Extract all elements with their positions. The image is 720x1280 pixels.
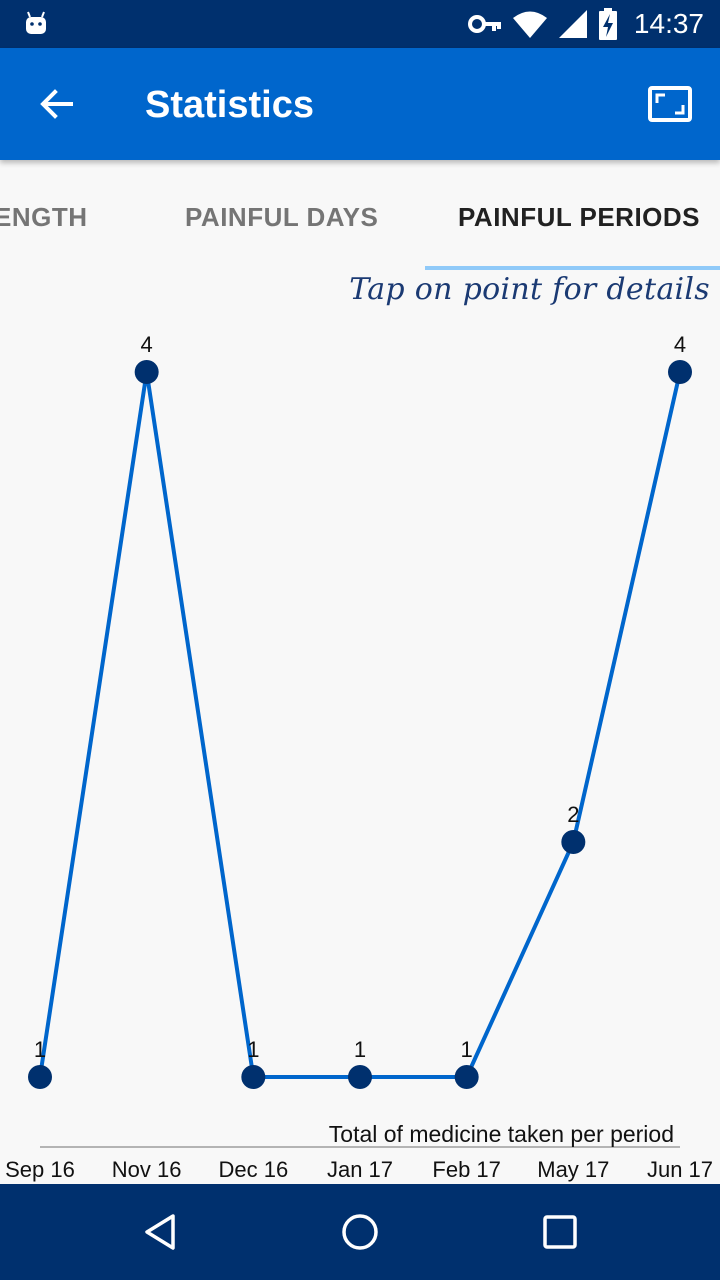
nav-home-button[interactable] bbox=[336, 1208, 384, 1256]
navigation-bar bbox=[0, 1184, 720, 1280]
wifi-icon bbox=[512, 11, 547, 38]
x-tick-label: May 17 bbox=[537, 1157, 609, 1182]
x-tick-label: Jun 17 bbox=[647, 1157, 713, 1182]
x-tick-label: Jan 17 bbox=[327, 1157, 393, 1182]
data-label: 1 bbox=[461, 1037, 473, 1062]
nav-back-button[interactable] bbox=[136, 1208, 184, 1256]
back-triangle-icon bbox=[145, 1214, 175, 1250]
key-icon bbox=[467, 15, 501, 33]
data-label: 1 bbox=[34, 1037, 46, 1062]
data-point[interactable] bbox=[348, 1065, 372, 1089]
arrow-back-icon bbox=[40, 89, 73, 119]
tap-hint: Tap on point for details bbox=[349, 272, 710, 307]
back-button[interactable] bbox=[28, 76, 84, 132]
data-point[interactable] bbox=[28, 1065, 52, 1089]
home-circle-icon bbox=[342, 1214, 378, 1250]
x-tick-label: Nov 16 bbox=[112, 1157, 182, 1182]
x-tick-label: Dec 16 bbox=[218, 1157, 288, 1182]
page-title: Statistics bbox=[145, 84, 314, 126]
data-label: 2 bbox=[567, 802, 579, 827]
signal-icon bbox=[558, 10, 587, 38]
data-label: 1 bbox=[247, 1037, 259, 1062]
android-icon bbox=[26, 11, 46, 34]
x-tick-label: Sep 16 bbox=[5, 1157, 75, 1182]
tab-painful-periods[interactable]: PAINFUL PERIODS bbox=[458, 202, 701, 232]
nav-recents-button[interactable] bbox=[536, 1208, 584, 1256]
app-bar: Statistics bbox=[0, 48, 720, 160]
data-point[interactable] bbox=[668, 360, 692, 384]
data-point[interactable] bbox=[241, 1065, 266, 1089]
data-point[interactable] bbox=[454, 1065, 479, 1089]
status-time: 14:37 bbox=[633, 8, 704, 39]
status-bar: 14:37 bbox=[0, 0, 720, 48]
data-label: 1 bbox=[354, 1037, 366, 1062]
fullscreen-button[interactable] bbox=[640, 76, 700, 132]
tab-cycle-length[interactable]: ENGTH bbox=[0, 202, 88, 232]
recents-square-icon bbox=[543, 1215, 577, 1249]
tab-painful-days[interactable]: PAINFUL DAYS bbox=[185, 202, 379, 232]
line-chart: Total of medicine taken per period 1 4 1 1 1 2… bbox=[5, 332, 713, 1182]
battery-charging-icon bbox=[598, 8, 617, 40]
x-tick-label: Feb 17 bbox=[432, 1157, 501, 1182]
data-label: 4 bbox=[674, 332, 686, 357]
tab-strip: ENGTH PAINFUL DAYS PAINFUL PERIODS bbox=[0, 160, 720, 272]
data-label: 4 bbox=[141, 332, 153, 357]
series-line bbox=[38, 370, 682, 1079]
tab-indicator bbox=[425, 266, 720, 270]
data-point[interactable] bbox=[134, 360, 159, 384]
data-point[interactable] bbox=[561, 830, 586, 854]
fullscreen-icon bbox=[648, 86, 692, 122]
chart-title: Total of medicine taken per period bbox=[329, 1121, 674, 1147]
